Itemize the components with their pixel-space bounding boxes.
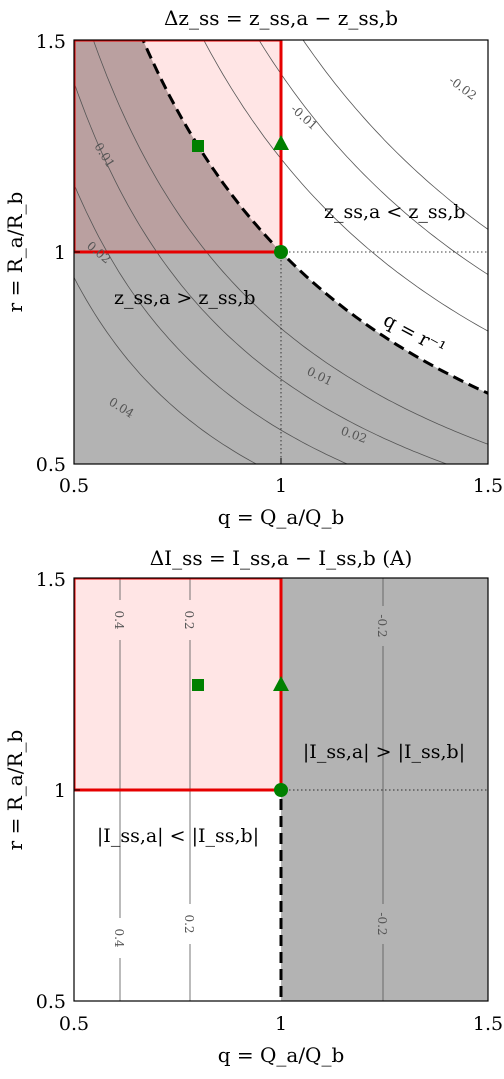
top-marker-square xyxy=(192,140,204,152)
bottom-contour-label: 0.4 xyxy=(112,928,126,947)
bottom-x-tick-label: 1 xyxy=(275,1013,287,1035)
bottom-region-label-left: |I_ss,a| < |I_ss,b| xyxy=(97,825,259,847)
bottom-contour-label: -0.2 xyxy=(375,614,389,637)
top-x-axis-label: q = Q_a/Q_b xyxy=(218,505,345,529)
top-boundary-curve xyxy=(141,40,488,395)
bottom-x-axis-label: q = Q_a/Q_b xyxy=(218,1043,345,1067)
top-marker-circle xyxy=(274,245,288,259)
bottom-y-tick-label: 0.5 xyxy=(36,991,66,1013)
bottom-y-tick-label: 1.5 xyxy=(36,569,66,591)
top-x-tick-label: 0.5 xyxy=(59,475,89,497)
top-contour-curve xyxy=(92,40,488,445)
bottom-y-tick-label: 1 xyxy=(54,780,66,802)
bottom-shaded-region xyxy=(281,578,488,1001)
bottom-plot: 0.4 0.2 -0.2 0.4 0.2 -0.2 |I_ss,a| > |I_… xyxy=(3,546,503,1067)
bottom-x-tick-label: 0.5 xyxy=(59,1013,89,1035)
top-plot: -0.02 -0.01 0.01 0.02 0.01 0.02 0.04 z_s… xyxy=(3,6,503,529)
bottom-marker-triangle xyxy=(273,676,289,691)
bottom-contour-label: 0.2 xyxy=(182,610,196,629)
top-contour-curve xyxy=(74,81,448,464)
top-contour-curve xyxy=(302,40,488,230)
bottom-marker-circle xyxy=(274,783,288,797)
bottom-region-label-right: |I_ss,a| > |I_ss,b| xyxy=(303,741,465,763)
top-region-label-upper: z_ss,a < z_ss,b xyxy=(324,201,466,223)
bottom-contour-label: -0.2 xyxy=(375,912,389,935)
top-y-tick-label: 0.5 xyxy=(36,454,66,476)
top-contour-curve xyxy=(74,183,349,464)
top-contour-curve xyxy=(203,40,488,332)
top-contour-curve xyxy=(74,276,258,464)
top-contour-lines xyxy=(74,40,488,464)
bottom-x-tick-label: 1.5 xyxy=(473,1013,503,1035)
top-region-label-lower: z_ss,a > z_ss,b xyxy=(114,287,256,309)
bottom-highlight-fill xyxy=(74,578,281,790)
bottom-contour-label: 0.4 xyxy=(112,610,126,629)
bottom-chart-title: ΔI_ss = I_ss,a − I_ss,b (A) xyxy=(150,546,413,570)
bottom-contour-label: 0.2 xyxy=(182,914,196,933)
top-x-tick-label: 1 xyxy=(275,475,287,497)
bottom-marker-square xyxy=(192,679,204,691)
bottom-contour-lines xyxy=(119,578,384,1001)
bottom-y-axis-label: r = R_a/R_b xyxy=(3,730,27,851)
top-y-tick-label: 1.5 xyxy=(36,31,66,53)
top-contour-curve xyxy=(258,40,488,276)
top-marker-triangle xyxy=(273,135,289,150)
top-chart-title: Δz_ss = z_ss,a − z_ss,b xyxy=(164,6,398,30)
top-highlight-fill xyxy=(74,40,281,252)
top-y-tick-label: 1 xyxy=(54,242,66,264)
top-x-tick-label: 1.5 xyxy=(473,475,503,497)
top-y-axis-label: r = R_a/R_b xyxy=(3,192,27,313)
